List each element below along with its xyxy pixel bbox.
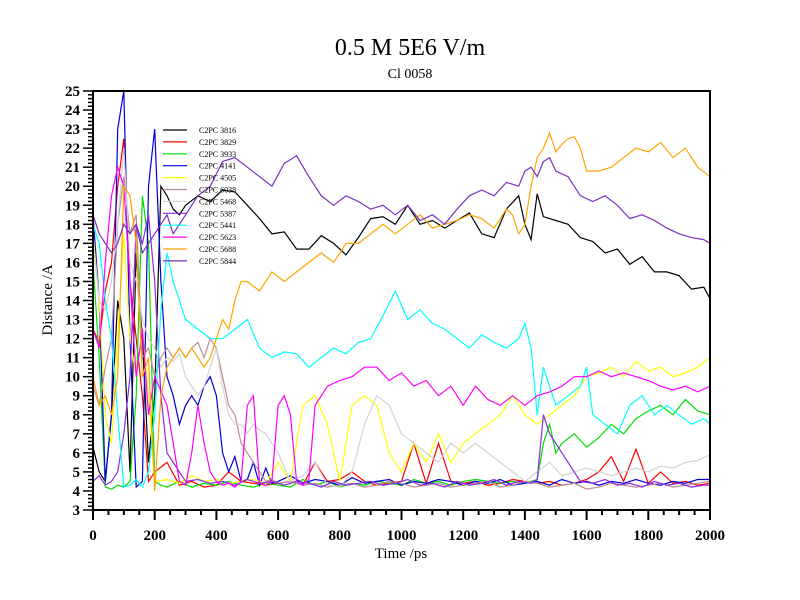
y-tick-label: 23 xyxy=(65,122,80,138)
y-tick-label: 22 xyxy=(65,141,80,157)
legend-label: C2PC 3829 xyxy=(199,138,236,147)
series-line-c2pc-6038 xyxy=(92,176,711,490)
legend-label: C2PC 5688 xyxy=(199,245,236,254)
x-tick-label: 800 xyxy=(329,528,352,544)
x-tick-label: 1000 xyxy=(387,528,417,544)
y-tick-label: 10 xyxy=(65,370,80,386)
x-tick-label: 1200 xyxy=(448,528,478,544)
series-line-c2pc-5844 xyxy=(92,154,711,255)
y-tick-label: 4 xyxy=(73,484,81,500)
legend-label: C2PC 5844 xyxy=(199,257,236,266)
x-tick-label: 400 xyxy=(205,528,228,544)
y-tick-label: 11 xyxy=(66,351,80,367)
legend-label: C2PC 6038 xyxy=(199,186,236,195)
y-axis-label: Distance /A xyxy=(40,264,56,335)
y-tick-label: 17 xyxy=(65,236,81,252)
y-tick-label: 13 xyxy=(65,313,80,329)
y-tick-label: 20 xyxy=(65,179,80,195)
y-axis: 3 4 5 6 7 8 9 10 11 12 13 14 15 16 17 18 19 20 21 22 23 24 25 xyxy=(65,84,93,519)
y-tick-label: 3 xyxy=(73,503,81,519)
y-tick-label: 25 xyxy=(65,84,80,100)
series-layer xyxy=(92,90,711,492)
y-tick-label: 19 xyxy=(65,198,80,214)
legend-label: C2PC 3816 xyxy=(199,126,236,135)
y-tick-label: 21 xyxy=(65,160,80,176)
y-tick-label: 24 xyxy=(65,103,81,119)
y-tick-label: 9 xyxy=(73,389,81,405)
chart-title: 0.5 M 5E6 V/m xyxy=(335,35,486,61)
legend-label: C2PC 5623 xyxy=(199,233,236,242)
series-line-c2pc-3816 xyxy=(92,184,711,484)
legend-label: C2PC 4141 xyxy=(199,162,236,171)
legend-label: C2PC 4505 xyxy=(199,174,236,183)
x-tick-label: 600 xyxy=(267,528,290,544)
x-tick-label: 0 xyxy=(89,528,97,544)
y-tick-label: 15 xyxy=(65,274,80,290)
series-line-c2pc-5441 xyxy=(92,224,711,489)
x-tick-label: 2000 xyxy=(695,528,725,544)
y-tick-label: 6 xyxy=(73,446,81,462)
series-line-c2pc-5468 xyxy=(92,148,711,488)
legend-label: C2PC 5468 xyxy=(199,197,236,206)
y-tick-label: 8 xyxy=(73,408,81,424)
y-tick-label: 18 xyxy=(65,217,80,233)
x-axis: 0 200 400 600 800 1000 1200 1400 1600 1800 2000 xyxy=(89,510,725,544)
y-tick-label: 16 xyxy=(65,255,81,271)
series-line-c2pc-5688 xyxy=(92,131,711,492)
y-tick-label: 14 xyxy=(65,294,81,310)
legend-label: C2PC 3933 xyxy=(199,150,236,159)
legend-label: C2PC 5441 xyxy=(199,221,236,230)
series-line-c2pc-3933 xyxy=(92,195,711,490)
x-axis-label: Time /ps xyxy=(375,546,428,562)
legend-label: C2PC 5387 xyxy=(199,209,236,218)
legend: C2PC 3816 C2PC 3829 C2PC 3933 C2PC 4141 C2PC… xyxy=(163,126,236,266)
series-line-c2pc-5623 xyxy=(92,164,711,488)
series-line-c2pc-5387 xyxy=(92,214,710,488)
x-tick-label: 200 xyxy=(143,528,166,544)
x-tick-label: 1800 xyxy=(633,528,663,544)
series-line-c2pc-4141 xyxy=(92,90,710,489)
y-tick-label: 12 xyxy=(65,332,80,348)
chart-subtitle: Cl 0058 xyxy=(388,67,433,82)
series-line-c2pc-3829 xyxy=(92,138,711,488)
x-tick-label: 1400 xyxy=(510,528,540,544)
y-tick-label: 7 xyxy=(73,427,81,443)
x-tick-label: 1600 xyxy=(572,528,602,544)
y-tick-label: 5 xyxy=(73,465,81,481)
